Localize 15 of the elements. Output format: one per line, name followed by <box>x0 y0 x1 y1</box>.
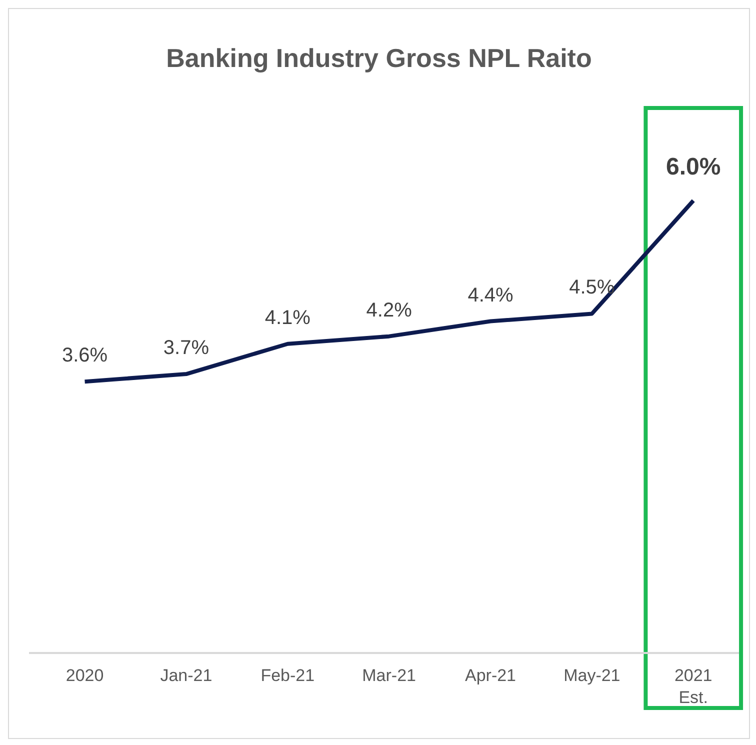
x-tick-label: Feb-21 <box>260 666 315 685</box>
data-label: 4.1% <box>264 306 311 329</box>
data-label: 3.6% <box>62 344 108 367</box>
x-tick-label: Apr-21 <box>464 666 516 685</box>
data-label: 4.4% <box>468 284 514 306</box>
data-label: 4.5% <box>569 276 615 299</box>
data-label: 3.7% <box>163 337 210 360</box>
x-tick-label: Jan-21 <box>160 666 212 685</box>
x-tick-label: May-21 <box>564 666 620 685</box>
data-label: 6.0% <box>666 154 721 181</box>
x-tick-label: 2020 <box>66 666 104 685</box>
chart-title: Banking Industry Gross NPL Raito <box>165 42 593 75</box>
x-tick-label: 2021 Est. <box>674 666 712 707</box>
data-label: 4.2% <box>366 299 412 322</box>
x-tick-label: Mar-21 <box>362 666 416 685</box>
